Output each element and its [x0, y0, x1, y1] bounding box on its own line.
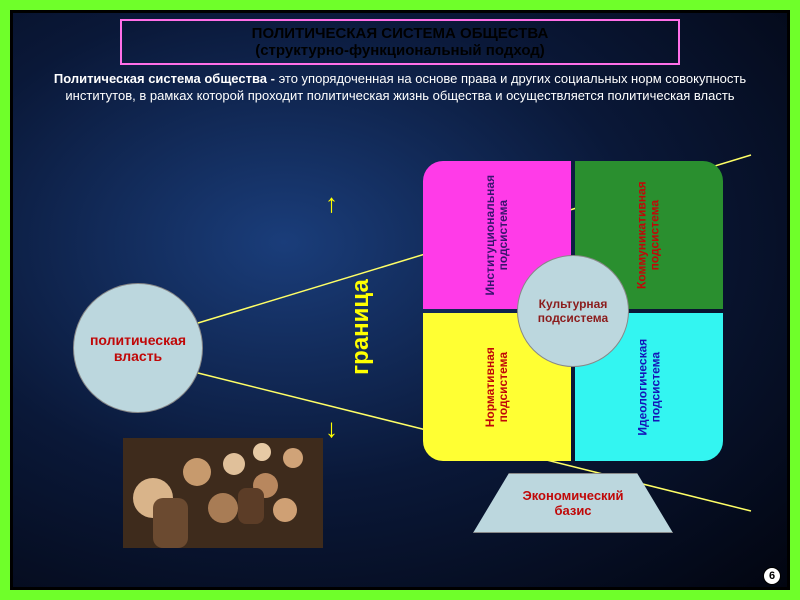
outer-frame: ПОЛИТИЧЕСКАЯ СИСТЕМА ОБЩЕСТВА (структурн… — [0, 0, 800, 600]
cultural-subsystem: Культурная подсистема — [517, 255, 629, 367]
definition-text: Политическая система общества - это упор… — [33, 71, 767, 105]
arrow-down-icon: ↓ — [325, 413, 338, 444]
title-line2: (структурно-функциональный подход) — [130, 42, 670, 59]
ideological-label: Идеологическая подсистема — [636, 339, 662, 436]
definition-term: Политическая система общества - — [54, 71, 279, 86]
cultural-label: Культурная подсистема — [538, 297, 608, 325]
title-line1: ПОЛИТИЧЕСКАЯ СИСТЕМА ОБЩЕСТВА — [130, 25, 670, 42]
page-number: 6 — [763, 567, 781, 585]
institutional-label: Институциональная подсистема — [484, 175, 510, 296]
communicative-label: Коммуникативная подсистема — [636, 181, 662, 289]
political-power-node: политическая власть — [73, 283, 203, 413]
arrow-up-icon: ↑ — [325, 188, 338, 219]
political-power-label: политическая власть — [90, 332, 186, 364]
subsystem-quadrants: Институциональная подсистема Коммуникати… — [423, 161, 723, 461]
slide-title: ПОЛИТИЧЕСКАЯ СИСТЕМА ОБЩЕСТВА (структурн… — [120, 19, 680, 65]
economic-basis-label: Экономический базис — [522, 488, 623, 518]
crowd-photo — [123, 438, 323, 548]
inner-frame: ПОЛИТИЧЕСКАЯ СИСТЕМА ОБЩЕСТВА (структурн… — [10, 10, 790, 590]
economic-basis: Экономический базис — [473, 473, 673, 533]
economic-basis-shape: Экономический базис — [473, 473, 673, 533]
boundary-label: граница — [347, 279, 375, 375]
normative-label: Нормативная подсистема — [484, 347, 510, 427]
